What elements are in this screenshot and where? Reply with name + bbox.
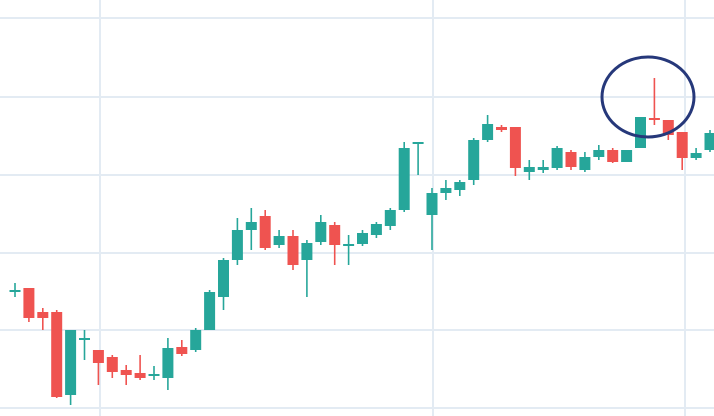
candle-body bbox=[92, 350, 104, 363]
candle-body bbox=[106, 357, 118, 372]
candle-body bbox=[468, 140, 480, 180]
candle-body bbox=[370, 224, 382, 235]
candle-body bbox=[509, 127, 521, 168]
candle-body bbox=[190, 330, 202, 350]
candle-body bbox=[662, 120, 674, 135]
candle-body bbox=[565, 152, 577, 167]
candle-body bbox=[523, 167, 535, 172]
candle-body bbox=[496, 127, 507, 130]
candle-body bbox=[162, 348, 174, 378]
candle-body bbox=[148, 374, 160, 376]
candle-body bbox=[551, 148, 563, 168]
candle-body bbox=[287, 236, 299, 265]
candle-body bbox=[482, 124, 494, 140]
candle-body bbox=[621, 150, 633, 162]
candle-body bbox=[315, 222, 327, 242]
candle-body bbox=[259, 216, 271, 248]
grid bbox=[0, 17, 714, 409]
candle-body bbox=[593, 150, 605, 157]
candle-body bbox=[440, 188, 452, 193]
candle-body bbox=[134, 373, 146, 378]
candle-body bbox=[120, 370, 132, 375]
candle-body bbox=[329, 225, 341, 245]
candle-body bbox=[426, 193, 438, 215]
candle-body bbox=[231, 230, 243, 260]
candle-body bbox=[648, 118, 660, 120]
candle-body bbox=[79, 338, 90, 340]
candle-body bbox=[607, 150, 619, 162]
candle-body bbox=[579, 157, 591, 170]
candle-body bbox=[176, 347, 188, 354]
highlight-circle bbox=[600, 55, 696, 139]
candle-body bbox=[245, 222, 257, 230]
candle-body bbox=[204, 292, 216, 330]
candle-body bbox=[65, 330, 77, 395]
candle-body bbox=[537, 167, 549, 170]
candle-body bbox=[412, 142, 424, 144]
candle-body bbox=[635, 117, 646, 148]
candle-body bbox=[37, 312, 49, 318]
candle-body bbox=[384, 210, 396, 226]
candle-body bbox=[676, 132, 688, 158]
candle-body bbox=[398, 148, 410, 210]
candle-body bbox=[704, 133, 714, 150]
candle-body bbox=[51, 312, 63, 397]
candle-body bbox=[690, 153, 702, 158]
candle-body bbox=[273, 236, 285, 245]
candle-body bbox=[301, 243, 313, 260]
candle-body bbox=[9, 290, 21, 292]
candles bbox=[9, 78, 714, 405]
candle-body bbox=[454, 182, 466, 190]
candle-body bbox=[343, 244, 355, 246]
candle-body bbox=[357, 233, 368, 244]
candle-body bbox=[23, 288, 35, 318]
candle-body bbox=[218, 260, 229, 297]
